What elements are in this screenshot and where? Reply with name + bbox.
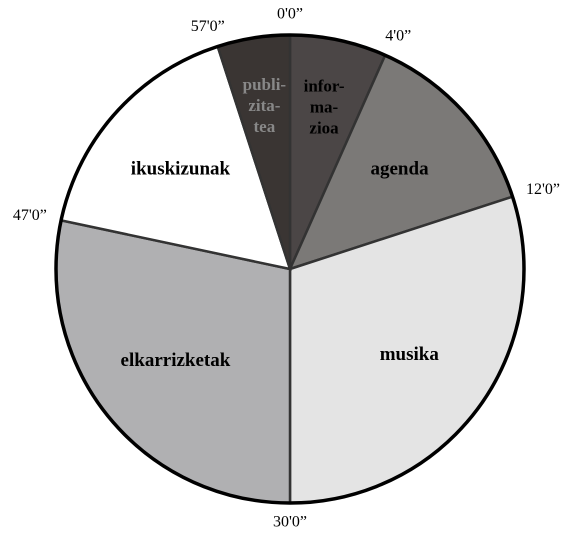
slice-label: zioa [309,119,339,138]
boundary-label: 4'0” [385,28,411,45]
slice-label: infor- [304,77,345,96]
slice-label: publi- [243,75,287,94]
boundary-label: 12'0” [526,181,560,198]
pie-border [54,33,526,505]
slice-label: musika [380,344,440,365]
boundary-label: 57'0” [191,18,225,35]
slice-label: elkarrizketak [121,350,231,371]
boundary-label: 30'0” [273,514,307,531]
boundary-label: 0'0” [277,6,303,23]
boundary-label: 47'0” [13,207,47,224]
slice-label: ma- [310,98,339,117]
slice-label: tea [254,117,276,136]
slice-label: ikuskizunak [131,159,231,180]
slice-label: agenda [371,159,430,180]
slice-label: zita- [248,96,280,115]
